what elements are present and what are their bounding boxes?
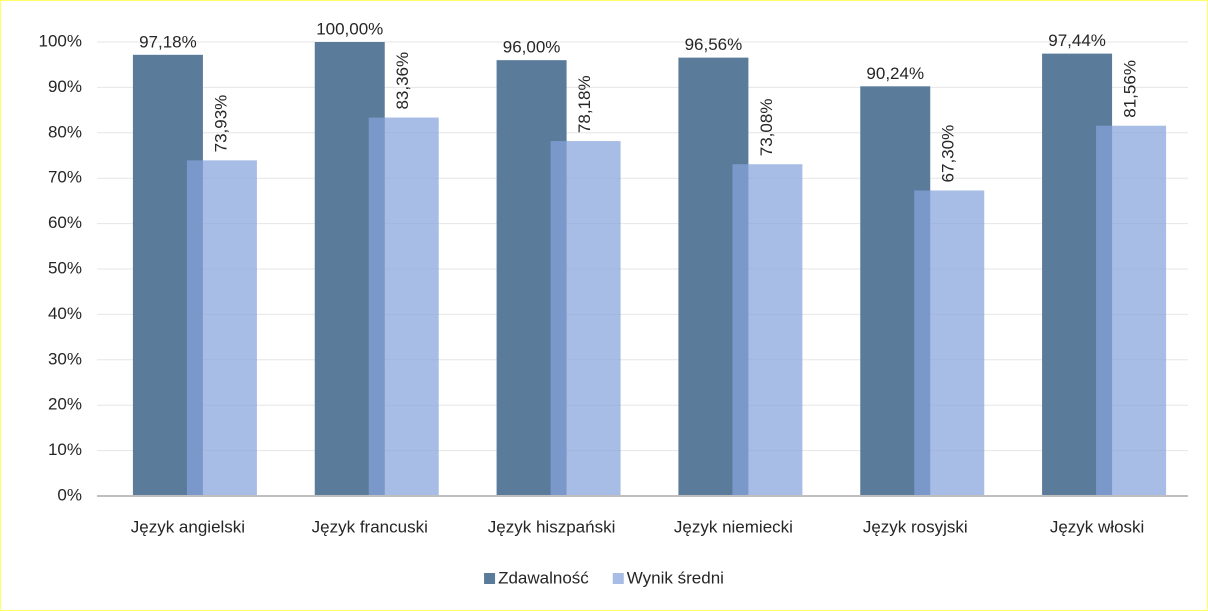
y-tick-label: 20% (48, 395, 82, 414)
bar (550, 141, 621, 496)
data-label: 73,08% (757, 99, 776, 157)
y-tick-label: 40% (48, 304, 82, 323)
legend-swatch (484, 573, 496, 584)
data-label: 100,00% (316, 19, 383, 38)
x-tick-label: Język angielski (131, 517, 245, 536)
bar (732, 164, 803, 496)
data-label: 73,93% (211, 95, 230, 153)
bar (186, 160, 257, 497)
data-label: 67,30% (939, 125, 958, 183)
y-tick-label: 30% (48, 349, 82, 368)
bar (914, 190, 985, 496)
bar (1096, 125, 1167, 497)
y-tick-label: 100% (39, 31, 82, 50)
data-label: 90,24% (866, 64, 924, 83)
data-label: 78,18% (575, 75, 594, 133)
legend-label: Wynik średni (627, 568, 724, 587)
y-tick-label: 0% (57, 485, 82, 504)
legend-label: Zdawalność (498, 568, 589, 587)
bar (368, 117, 439, 497)
x-tick-label: Język włoski (1050, 517, 1144, 536)
legend-swatch (612, 573, 624, 584)
y-tick-label: 90% (48, 77, 82, 96)
data-label: 96,56% (685, 35, 743, 54)
legend: Zdawalność Wynik średni (484, 568, 724, 587)
data-label: 81,56% (1121, 60, 1140, 118)
y-tick-label: 50% (48, 258, 82, 277)
x-tick-label: Język niemiecki (674, 517, 793, 536)
y-tick-label: 80% (48, 122, 82, 141)
x-tick-label: Język rosyjski (863, 517, 968, 536)
data-label: 97,18% (139, 32, 197, 51)
data-label: 96,00% (503, 38, 561, 57)
x-tick-label: Język francuski (312, 517, 428, 536)
y-tick-label: 60% (48, 213, 82, 232)
y-tick-label: 10% (48, 440, 82, 459)
data-label: 97,44% (1048, 31, 1106, 50)
y-tick-label: 70% (48, 168, 82, 187)
x-tick-label: Język hiszpański (488, 517, 616, 536)
data-label: 83,36% (393, 52, 412, 110)
